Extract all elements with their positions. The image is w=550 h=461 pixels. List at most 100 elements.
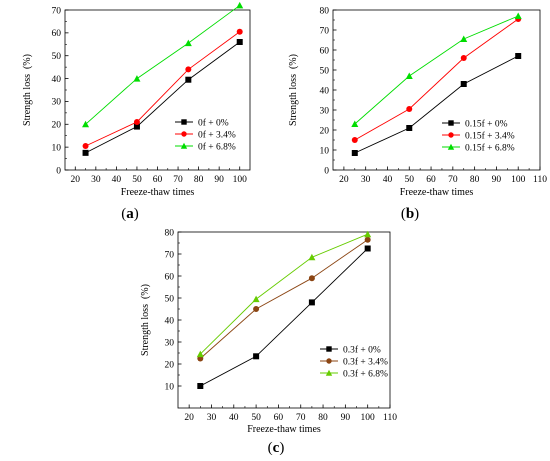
chart-panel-a: 20 30 40 50 60 70 80 90 100 0 10 20 30 40 50 60 70 Freeze… <box>22 1 251 198</box>
data-point-s0-0 <box>82 149 89 156</box>
data-point-s1-0 <box>82 143 89 149</box>
y-tick-label: 20 <box>320 126 330 136</box>
x-tick-label: 60 <box>426 175 436 185</box>
chart-panel-c: 20 30 40 50 60 70 80 90 100 1101020304050607080Fr… <box>140 228 397 435</box>
plot-frame <box>177 231 391 409</box>
x-tick-label: 90 <box>492 175 502 185</box>
x-tick-label: 40 <box>229 413 239 423</box>
series-line-1 <box>200 239 368 359</box>
x-tick-label: 50 <box>132 175 142 185</box>
data-point-s2-3 <box>514 12 522 19</box>
x-tick-label: 80 <box>318 413 328 423</box>
data-point-s2-1 <box>252 295 260 303</box>
x-tick-label: 30 <box>361 175 371 185</box>
legend-marker <box>448 132 454 138</box>
data-point-s0-3 <box>515 53 522 59</box>
data-point-s0-1 <box>133 123 140 130</box>
chart-panel-b: 20 30 40 50 60 70 80 90 100 110 0 10 20 30 40 50 60 70 80 F… <box>288 6 547 198</box>
y-tick-label: 60 <box>320 46 330 56</box>
data-point-s1-2 <box>460 55 467 61</box>
x-tick-label: 20 <box>339 175 349 185</box>
y-tick-label: 10 <box>52 143 62 153</box>
y-tick-label: 50 <box>320 66 330 76</box>
y-axis-title: Strength loss (%) <box>22 54 33 126</box>
legend-marker <box>448 120 454 126</box>
data-point-s0-1 <box>253 353 260 360</box>
data-point-s1-3 <box>364 236 371 243</box>
y-tick-label: 40 <box>165 316 175 326</box>
data-point-s2-1 <box>405 72 413 79</box>
legend-marker <box>181 119 187 125</box>
series-line-1 <box>354 18 519 141</box>
data-point-s2-0 <box>196 350 204 358</box>
data-point-s0-2 <box>308 299 315 306</box>
data-point-s2-3 <box>236 1 244 9</box>
data-point-s0-0 <box>351 150 358 156</box>
data-point-s2-2 <box>460 35 468 42</box>
data-point-s0-3 <box>236 39 243 45</box>
y-tick-label: 20 <box>52 121 62 131</box>
legend-label: 0.15f + 3.4% <box>465 130 515 141</box>
legend-marker <box>447 143 455 150</box>
y-tick-label: 40 <box>320 86 330 96</box>
series-line-1 <box>85 31 240 147</box>
series-line-0 <box>85 41 240 154</box>
data-point-s1-1 <box>253 306 260 312</box>
x-tick-label: 20 <box>71 175 81 185</box>
x-tick-label: 20 <box>184 413 194 423</box>
legend-label: 0.15f + 0% <box>465 118 508 129</box>
legend-marker <box>326 358 332 364</box>
data-point-s1-2 <box>308 275 315 282</box>
x-tick-label: 40 <box>112 175 122 185</box>
y-tick-label: 0 <box>324 166 329 176</box>
x-tick-label: 110 <box>533 175 547 185</box>
panel-label-c: (c) <box>268 440 285 456</box>
y-tick-label: 60 <box>165 272 175 282</box>
y-tick-label: 70 <box>165 250 175 260</box>
y-axis-title: Strength loss (%) <box>288 54 299 126</box>
x-tick-label: 90 <box>214 175 224 185</box>
y-tick-label: 30 <box>320 106 330 116</box>
x-tick-label: 110 <box>383 413 397 423</box>
legend-marker <box>181 131 187 137</box>
y-tick-label: 50 <box>52 52 62 62</box>
data-point-s2-3 <box>364 230 372 238</box>
data-point-s2-0 <box>351 120 359 127</box>
x-tick-label: 80 <box>470 175 480 185</box>
legend-marker <box>180 142 188 149</box>
x-tick-label: 100 <box>233 175 248 185</box>
legend-label: 0.3f + 0% <box>343 344 381 355</box>
x-tick-label: 50 <box>251 413 261 423</box>
data-point-s0-2 <box>185 76 192 83</box>
y-tick-label: 50 <box>165 294 175 304</box>
data-point-s2-0 <box>82 120 90 128</box>
data-point-s1-1 <box>133 119 140 125</box>
data-point-s1-2 <box>185 66 192 73</box>
y-tick-label: 0 <box>56 166 61 176</box>
data-point-s1-0 <box>351 137 358 143</box>
y-tick-label: 70 <box>320 26 330 36</box>
panel-label-b: (b) <box>401 206 419 222</box>
x-tick-label: 90 <box>341 413 351 423</box>
x-tick-label: 70 <box>448 175 458 185</box>
legend-marker <box>325 369 333 376</box>
data-point-s2-2 <box>308 253 316 261</box>
data-point-s1-1 <box>406 106 413 112</box>
y-tick-label: 70 <box>52 6 62 16</box>
series-line-2 <box>354 15 519 125</box>
legend-label: 0f + 3.4% <box>198 129 236 140</box>
y-tick-label: 80 <box>320 6 330 16</box>
x-tick-label: 100 <box>361 413 376 423</box>
x-axis-title: Freeze-thaw times <box>400 187 474 198</box>
legend-label: 0.3f + 6.8% <box>343 368 388 379</box>
series-line-2 <box>85 5 240 125</box>
series-line-0 <box>200 248 368 387</box>
y-tick-label: 30 <box>52 98 62 108</box>
legend-label: 0f + 6.8% <box>198 141 236 152</box>
legend-label: 0.3f + 3.4% <box>343 356 388 367</box>
y-tick-label: 10 <box>320 146 330 156</box>
series-line-0 <box>354 55 519 154</box>
data-point-s0-2 <box>460 81 467 87</box>
x-axis-title: Freeze-thaw times <box>247 424 321 435</box>
